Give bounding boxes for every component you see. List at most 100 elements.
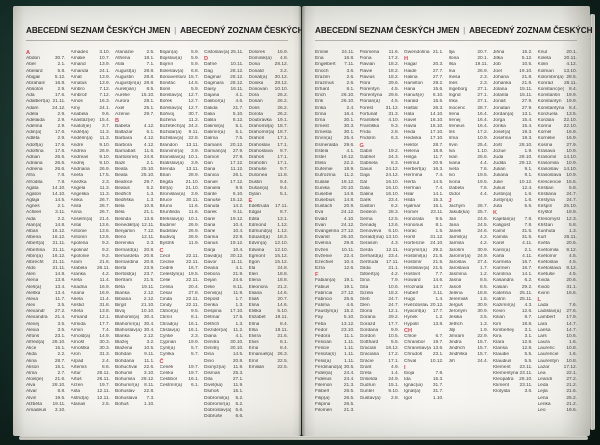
name-day-entry: Horymír(a) 29.2. <box>404 248 444 254</box>
name-day-date: 16.9. <box>99 284 110 290</box>
name-label: Herbert(a) <box>404 167 426 173</box>
name-day-date: 19.12. <box>230 216 244 222</box>
name-label: Beno <box>115 235 127 241</box>
name-day-date: 26.11. <box>97 377 110 383</box>
name-day-entry: Antal 13.6. <box>71 223 111 229</box>
name-day-date: 7.12. <box>99 87 110 93</box>
name-label: Drahuše <box>248 167 267 173</box>
name-day-entry: Adéla 2.9. <box>26 112 66 118</box>
name-day-date: 2.1. <box>524 247 533 253</box>
name-day-date: 9.7. <box>279 167 288 173</box>
name-day-entry: Horst 31.12. <box>404 235 444 241</box>
name-day-entry: Klotylda 3.6. <box>493 389 533 395</box>
name-day-date: 17.1. <box>277 154 288 160</box>
name-day-entry: Jolana 15.11. <box>493 87 533 93</box>
name-day-entry: Kvida 20.6. <box>538 278 578 284</box>
name-day-date: 18.8. <box>277 272 288 278</box>
name-label: Gorana <box>359 315 376 321</box>
name-day-entry: Gleb 24.7. <box>360 297 400 303</box>
name-day-date: 28.12. <box>141 377 155 383</box>
name-label: Angela <box>70 185 86 191</box>
name-day-date: 29.8. <box>343 241 355 247</box>
name-day-entry: Chloe 6.7. <box>404 334 444 340</box>
name-label: Aranka <box>70 272 86 278</box>
name-day-date: 18.1. <box>143 56 155 62</box>
name-label: Juta <box>493 204 503 210</box>
name-label: Ema <box>248 346 259 352</box>
name-day-date: 4.2. <box>479 241 488 247</box>
name-day-date: 11.11. <box>230 259 244 265</box>
name-day-entry: Jonatan 27.9. <box>493 106 533 112</box>
name-day-date: 3.1. <box>524 333 533 339</box>
name-day-date: 1.11. <box>344 358 355 364</box>
name-day-entry: Dobruše 6.6. <box>204 414 244 420</box>
name-day-date: 30.10. <box>230 346 244 352</box>
name-day-entry: Gita 10.6. <box>360 285 400 291</box>
name-day-date: 11.8. <box>277 173 288 179</box>
name-day-date: 5.12. <box>521 56 533 62</box>
name-label: Fabius <box>315 284 330 290</box>
name-day-entry: Koleta 20.11. <box>538 56 578 62</box>
name-day-entry: Chranibor 19.7. <box>404 340 444 346</box>
name-label: Ignác(ia) <box>404 383 423 389</box>
name-day-date: 15.1. <box>54 346 66 352</box>
name-day-entry: Aleš(a) 13.4. <box>26 285 66 291</box>
name-day-entry: Amy 24.1. <box>71 106 111 112</box>
name-label: Gordana <box>359 327 379 333</box>
name-label: Donovan <box>248 87 268 93</box>
name-label: Bernardeta <box>115 253 139 259</box>
name-day-date: 2.6. <box>346 74 355 80</box>
name-label: Eufrozína <box>315 173 336 179</box>
name-day-entry: Krasoslav 14.10. <box>538 167 578 173</box>
name-day-entry: Kateřina 25.11. <box>493 291 533 297</box>
name-label: Kolombín(a) <box>537 74 564 80</box>
name-label: Dajana <box>204 93 220 99</box>
name-day-date: 12.8. <box>521 346 533 352</box>
name-day-date: 1.9. <box>479 327 488 333</box>
book-spine-shadow <box>298 6 306 436</box>
name-day-entry: Gala 16.10. <box>360 186 400 192</box>
name-label: Juliána <box>493 173 509 179</box>
name-day-entry: Davor 11.11. <box>204 260 244 266</box>
name-label: Křesomysl <box>537 216 560 222</box>
name-day-entry: Dejan 24.6. <box>204 278 244 284</box>
name-day-date: 10.1. <box>188 216 199 222</box>
name-day-date: 4.5. <box>568 272 577 278</box>
name-day-entry: Deana 4.1. <box>204 266 244 272</box>
name-day-date: 21.4. <box>54 315 66 321</box>
name-day-entry: Hugo 1.4. <box>404 297 444 303</box>
name-day-date: 12.7. <box>188 105 199 111</box>
name-label: Benjamin <box>115 228 135 234</box>
name-day-entry: Karmela 16.7. <box>493 260 533 266</box>
name-day-entry: Fabián(a) 19.1. <box>315 278 355 284</box>
name-day-date: 26.2. <box>277 93 288 99</box>
name-label: Jelena <box>448 290 463 296</box>
name-label: Bystrík <box>159 241 175 247</box>
name-day-entry: Fay 5.10. <box>315 315 355 321</box>
name-day-entry: Grácie 17.1. <box>360 359 400 365</box>
name-day-date: 19.5. <box>477 173 488 179</box>
name-day-entry: Edeltruda 17.11. <box>249 204 289 210</box>
name-day-entry: Enoch 3.6. <box>315 69 355 75</box>
name-label: Absolon <box>26 87 44 93</box>
name-day-date: 4.12. <box>143 142 155 148</box>
name-day-date: 8.11. <box>233 284 244 290</box>
name-day-date: 28.1. <box>143 99 155 105</box>
name-label: Gaja <box>359 173 370 179</box>
name-day-entry: Karmen 16.7. <box>493 266 533 272</box>
name-label: Antal <box>70 222 82 228</box>
name-day-date: 4.10. <box>388 117 399 123</box>
name-label: Amát <box>70 74 82 80</box>
name-day-date: 19.7. <box>99 383 110 389</box>
name-day-date: 11.9. <box>233 364 244 370</box>
name-day-entry: Klaudius 5.5. <box>493 359 533 365</box>
name-label: Leo <box>537 407 546 413</box>
name-day-date: 11.9. <box>233 290 244 296</box>
name-label: Armand <box>70 315 88 321</box>
name-label: Aglaja <box>26 198 40 204</box>
name-day-date: 7.5. <box>235 136 244 142</box>
name-day-date: 30.1. <box>343 117 355 123</box>
name-day-date: 4.8. <box>279 56 288 62</box>
name-day-date: 11.2. <box>344 173 355 179</box>
name-day-date: 2.3. <box>479 80 488 86</box>
